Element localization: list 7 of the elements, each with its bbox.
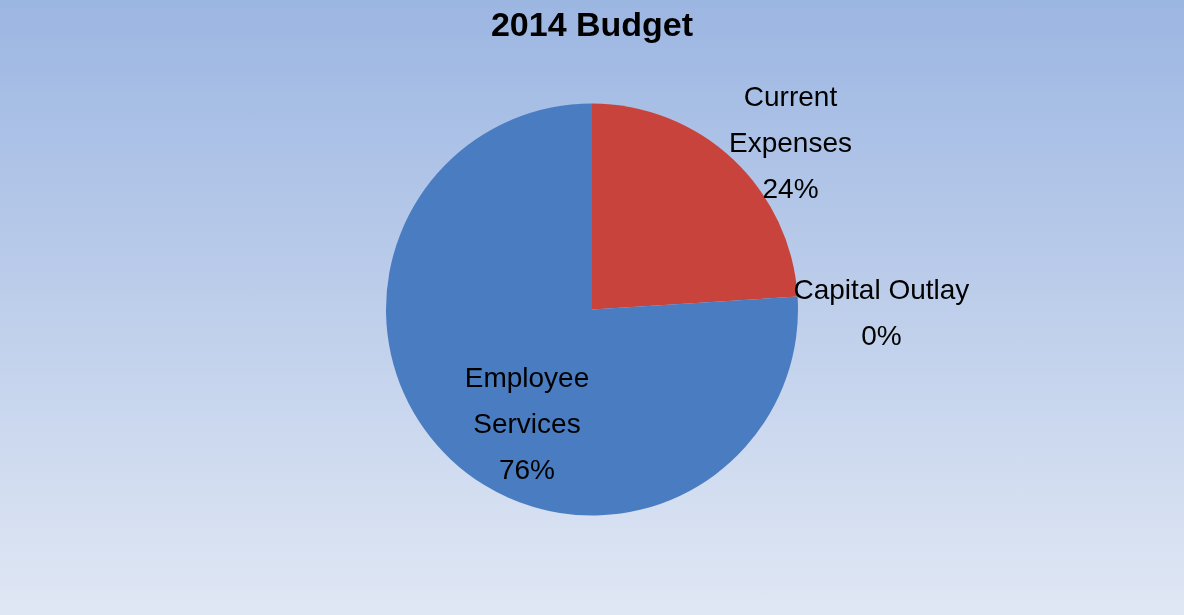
data-label: 76%: [498, 453, 555, 485]
category-label: Capital Outlay: [793, 274, 970, 306]
chart-title: 2014 Budget: [490, 5, 694, 43]
text: 0%: [861, 320, 902, 352]
slice-label: Current Expenses: [729, 81, 852, 159]
slice-label: Employee Services: [464, 361, 590, 439]
data-label: 24%: [762, 173, 819, 205]
